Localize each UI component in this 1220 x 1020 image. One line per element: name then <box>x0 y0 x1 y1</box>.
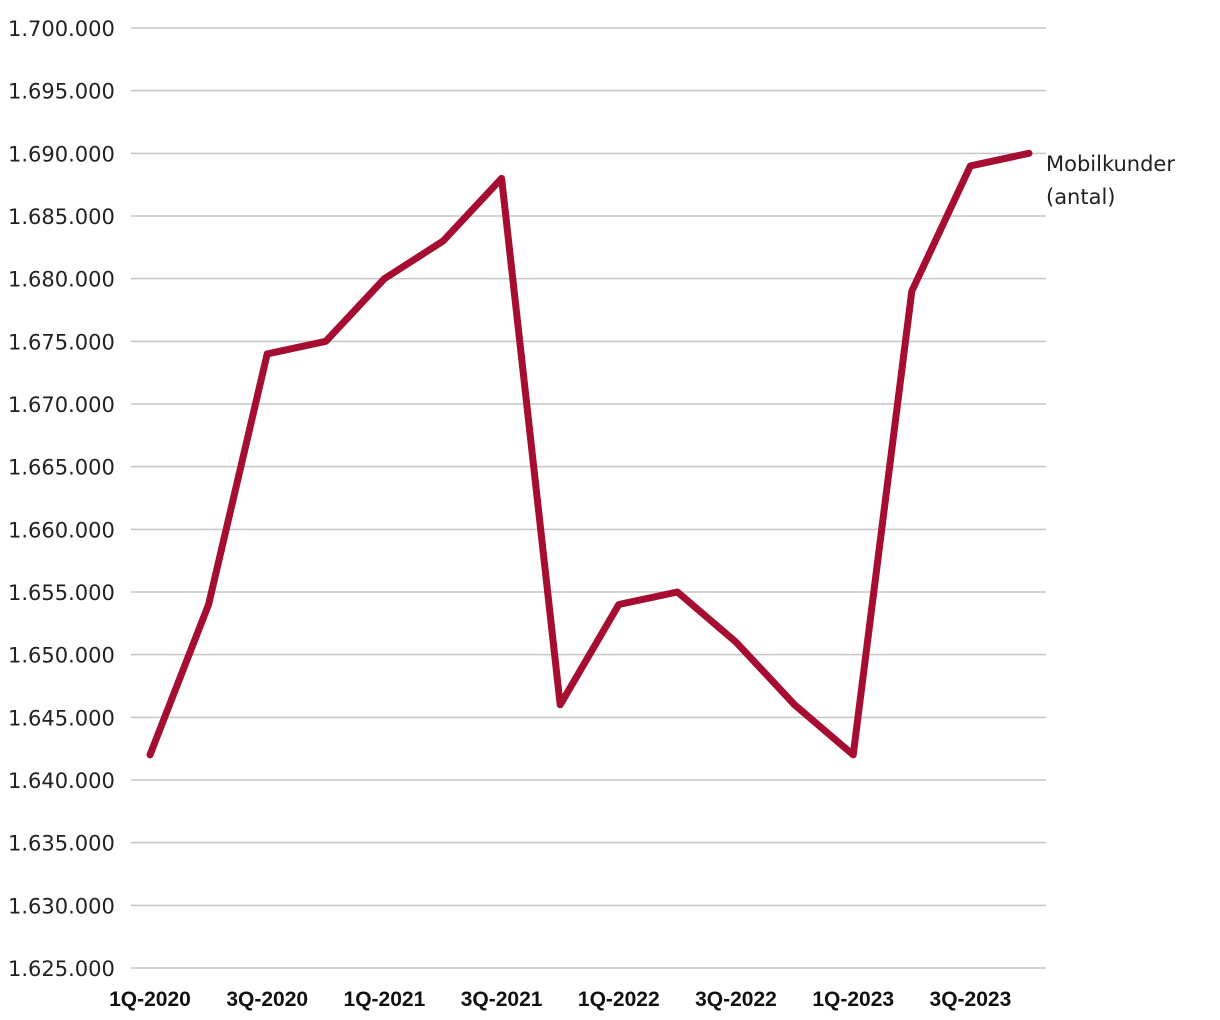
x-tick-label: 3Q-2021 <box>461 988 543 1011</box>
y-tick-label: 1.645.000 <box>8 706 115 730</box>
y-tick-label: 1.670.000 <box>8 393 115 417</box>
series-label-group: Mobilkunder (antal) <box>1046 152 1175 209</box>
x-tick-label: 1Q-2020 <box>109 988 191 1011</box>
x-tick-label: 1Q-2022 <box>578 988 660 1011</box>
series-label-line-2: (antal) <box>1046 185 1116 209</box>
y-tick-label: 1.630.000 <box>8 894 115 918</box>
series-line-0 <box>146 149 1033 759</box>
y-tick-label: 1.690.000 <box>8 142 115 166</box>
x-tick-label: 1Q-2023 <box>812 988 894 1011</box>
x-tick-label: 1Q-2021 <box>344 988 426 1011</box>
y-tick-label: 1.650.000 <box>8 644 115 668</box>
y-axis-tick-labels: 1.625.000 1.630.000 1.635.000 1.640.000 1.64… <box>8 17 115 981</box>
y-tick-label: 1.625.000 <box>8 957 115 981</box>
y-tick-label: 1.695.000 <box>8 80 115 104</box>
y-tick-label: 1.660.000 <box>8 518 115 542</box>
y-tick-label: 1.665.000 <box>8 456 115 480</box>
y-tick-label: 1.685.000 <box>8 205 115 229</box>
y-tick-label: 1.680.000 <box>8 268 115 292</box>
y-tick-label: 1.675.000 <box>8 330 115 354</box>
series-label-line-1: Mobilkunder <box>1046 152 1175 176</box>
y-tick-label: 1.635.000 <box>8 832 115 856</box>
y-tick-label: 1.655.000 <box>8 581 115 605</box>
y-tick-label: 1.700.000 <box>8 17 115 41</box>
x-tick-label: 3Q-2023 <box>930 988 1012 1011</box>
x-axis-tick-labels: 1Q-2020 3Q-2020 1Q-2021 3Q-2021 1Q-2022 3Q-20… <box>109 988 1011 1011</box>
series-layer <box>146 149 1033 759</box>
y-tick-label: 1.640.000 <box>8 769 115 793</box>
x-tick-label: 3Q-2022 <box>695 988 777 1011</box>
gridlines <box>131 27 1046 969</box>
x-tick-label: 3Q-2020 <box>226 988 308 1011</box>
